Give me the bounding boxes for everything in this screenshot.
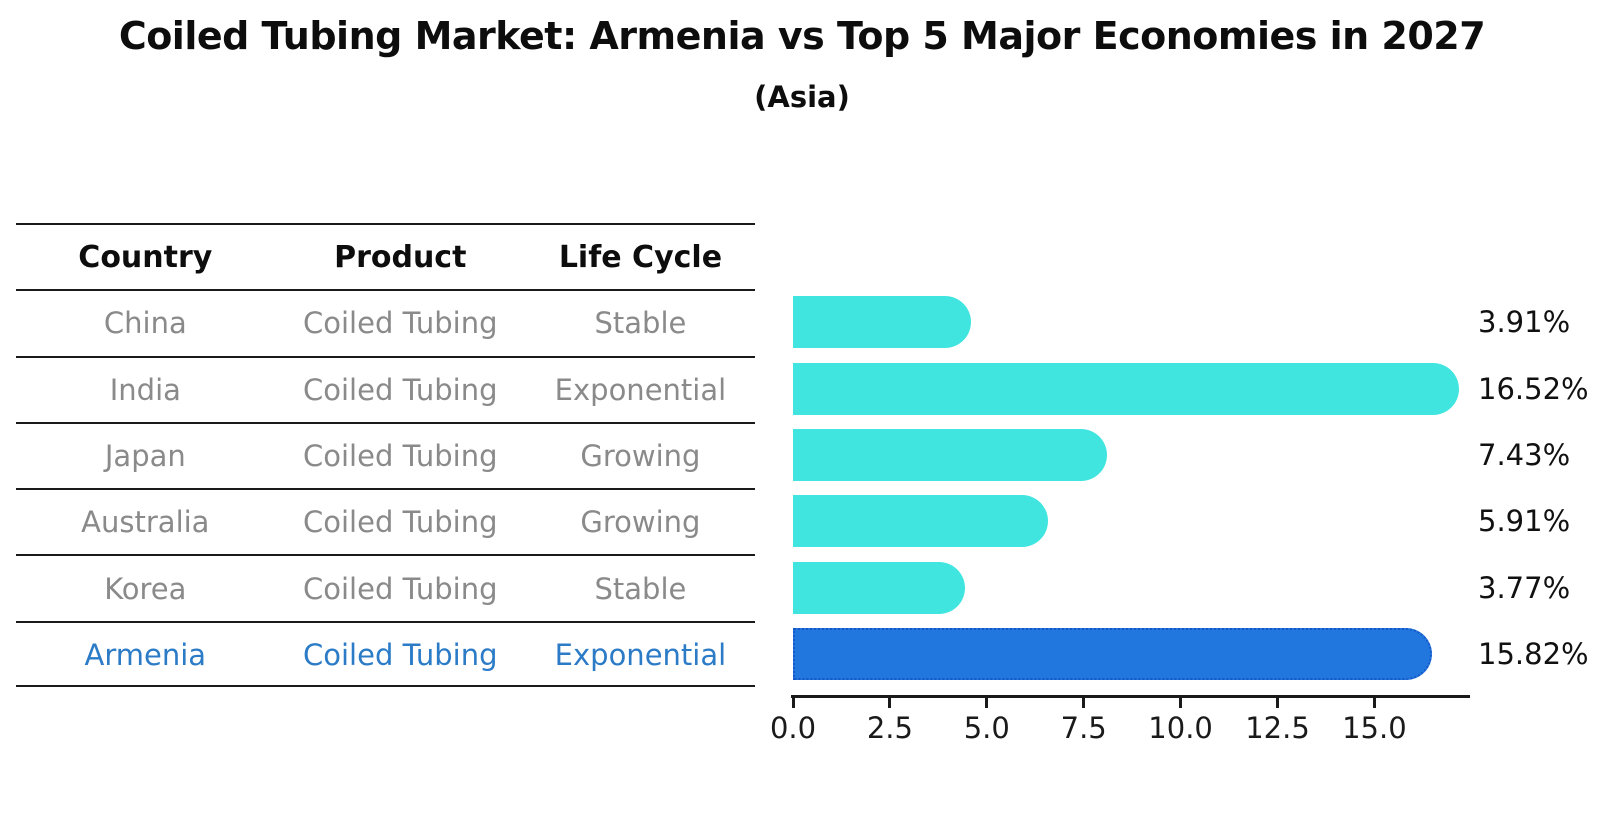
- table-row: India Coiled Tubing Exponential: [16, 355, 755, 422]
- x-tick-label: 15.0: [1342, 711, 1407, 745]
- x-tick-label: 5.0: [963, 711, 1010, 745]
- table-header-row: Country Product Life Cycle: [16, 223, 755, 289]
- value-label: 3.91%: [1478, 305, 1571, 340]
- table-cell: Exponential: [554, 637, 727, 672]
- header-cell: Life Cycle: [558, 239, 723, 275]
- header-cell: Country: [78, 239, 213, 275]
- bar-china: [793, 296, 971, 349]
- table-cell: India: [109, 372, 181, 407]
- header-cell: Product: [334, 239, 467, 275]
- x-tick-label: 0.0: [769, 711, 817, 745]
- table-cell: Stable: [594, 306, 687, 341]
- bar-japan: [793, 429, 1107, 482]
- table-cell: Coiled Tubing: [303, 306, 498, 341]
- bar-australia: [793, 495, 1049, 548]
- table-cell: Stable: [594, 571, 687, 606]
- x-tick-mark: [1276, 698, 1279, 708]
- table-cell: Armenia: [84, 637, 207, 672]
- x-tick-label: 12.5: [1245, 711, 1310, 745]
- chart-subtitle: (Asia): [754, 80, 850, 114]
- table-cell: Exponential: [554, 372, 727, 407]
- table-cell: Coiled Tubing: [303, 372, 498, 407]
- comparison-table: Country Product Life Cycle China Coiled Tub…: [16, 223, 755, 687]
- table-cell: Growing: [580, 505, 701, 540]
- table-cell: Growing: [580, 439, 701, 474]
- value-label: 15.82%: [1478, 636, 1589, 671]
- value-label: 16.52%: [1478, 371, 1589, 406]
- x-tick-mark: [791, 698, 795, 708]
- bar-armenia: [793, 627, 1433, 680]
- bar-india: [793, 362, 1460, 415]
- x-tick-mark: [1179, 698, 1183, 708]
- x-tick-label: 7.5: [1060, 711, 1107, 745]
- table-cell: Korea: [104, 571, 187, 606]
- x-tick-mark: [888, 698, 892, 708]
- value-label: 5.91%: [1478, 504, 1571, 539]
- table-cell: Australia: [81, 505, 210, 540]
- x-tick-mark: [985, 698, 989, 708]
- table-row: China Coiled Tubing Stable: [16, 289, 755, 355]
- table-cell: Coiled Tubing: [303, 505, 498, 540]
- chart-title: Coiled Tubing Market: Armenia vs Top 5 M…: [118, 14, 1486, 58]
- table-cell: Coiled Tubing: [303, 637, 498, 672]
- table-cell: Japan: [104, 439, 186, 474]
- x-tick-label: 10.0: [1148, 711, 1213, 745]
- table-row: Australia Coiled Tubing Growing: [16, 488, 755, 554]
- table-cell: China: [103, 306, 187, 341]
- x-tick-mark: [1372, 698, 1376, 708]
- value-label: 3.77%: [1478, 570, 1571, 605]
- value-label: 7.43%: [1478, 438, 1571, 473]
- table-row: Korea Coiled Tubing Stable: [16, 554, 755, 620]
- bar-korea: [793, 561, 966, 614]
- table-row: Armenia Coiled Tubing Exponential: [16, 620, 755, 687]
- x-axis-line: [791, 695, 1470, 698]
- x-tick-label: 2.5: [866, 711, 913, 745]
- x-tick-mark: [1082, 698, 1086, 708]
- table-row: Japan Coiled Tubing Growing: [16, 421, 755, 488]
- table-cell: Coiled Tubing: [303, 571, 498, 606]
- table-cell: Coiled Tubing: [303, 439, 498, 474]
